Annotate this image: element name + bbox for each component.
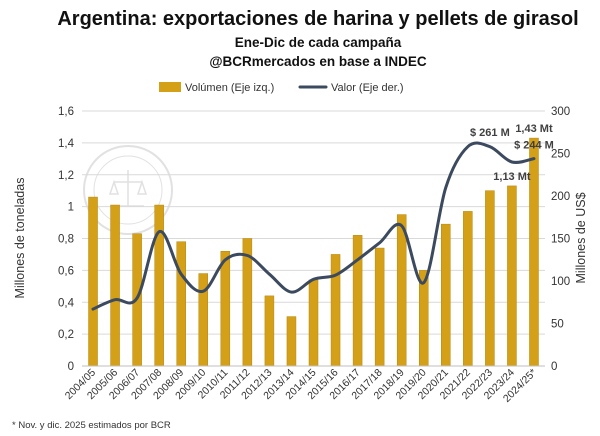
x-axis: 2004/052005/062006/072007/082008/092009/… xyxy=(63,365,545,405)
left-axis: 0 0,2 0,4 0,6 0,8 1 1,2 1,4 1,6 xyxy=(58,106,75,373)
footnote: * Nov. y dic. 2025 estimados por BCR xyxy=(12,420,171,431)
bar-2010/11 xyxy=(220,251,231,367)
y-left-tick-label: 0,4 xyxy=(58,297,75,309)
y-right-tick-label: 150 xyxy=(551,234,570,246)
bar-2017/18 xyxy=(374,247,385,367)
right-axis: 0 50 100 150 200 250 300 xyxy=(551,106,570,373)
y-right-tick-label: 50 xyxy=(551,319,564,331)
bar-2013/14 xyxy=(286,316,297,367)
y-left-tick-label: 0,8 xyxy=(58,234,74,246)
bar-2022/23 xyxy=(485,190,495,367)
legend-line-label: Valor (Eje der.) xyxy=(331,82,404,94)
annotation-label: $ 261 M xyxy=(470,127,510,139)
bar-2005/06 xyxy=(110,204,120,367)
bar-2015/16 xyxy=(330,254,341,367)
y-left-tick-label: 1,4 xyxy=(58,138,75,150)
y-right-tick-label: 100 xyxy=(551,276,570,288)
y-left-tick-label: 0,6 xyxy=(58,265,74,277)
bar-2021/22 xyxy=(463,211,473,367)
legend-bar-label: Volúmen (Eje izq.) xyxy=(185,82,274,94)
bar-2014/15 xyxy=(308,279,319,367)
y-left-tick-label: 0,2 xyxy=(58,329,74,341)
value-line xyxy=(91,141,536,311)
y-right-tick-label: 300 xyxy=(551,106,570,118)
annotation-label: 1,13 Mt xyxy=(493,171,531,183)
annotations: 1,13 Mt 1,43 Mt $ 261 M $ 244 M xyxy=(470,123,554,183)
y-left-tick-label: 0 xyxy=(68,361,74,373)
bar-2018/19 xyxy=(396,214,407,367)
y-left-tick-label: 1,2 xyxy=(58,170,74,182)
value-series-line xyxy=(91,141,536,311)
y-left-tick-label: 1 xyxy=(68,202,74,214)
watermark xyxy=(83,145,173,235)
bar-2023/24 xyxy=(507,185,517,367)
left-axis-title: Millones de toneladas xyxy=(13,178,27,299)
bar-2016/17 xyxy=(352,235,363,367)
y-right-tick-label: 250 xyxy=(551,149,570,161)
bar-2024/25* xyxy=(529,137,539,367)
bar-2020/21 xyxy=(441,223,451,367)
y-left-tick-label: 1,6 xyxy=(58,106,74,118)
y-right-tick-label: 0 xyxy=(551,361,557,373)
bar-2007/08 xyxy=(154,204,164,367)
chart-subtitle: Ene-Dic de cada campaña xyxy=(235,35,402,50)
legend-bar-swatch xyxy=(159,82,181,92)
chart-title: Argentina: exportaciones de harina y pel… xyxy=(57,8,578,30)
volume-bars xyxy=(88,137,539,367)
annotation-label: $ 244 M xyxy=(514,140,554,152)
right-axis-title: Millones de US$ xyxy=(574,192,588,283)
bar-2012/13 xyxy=(264,295,275,367)
chart-source: @BCRmercados en base a INDEC xyxy=(209,54,426,69)
legend: Volúmen (Eje izq.) Valor (Eje der.) xyxy=(159,82,404,94)
bar-2019/20 xyxy=(418,270,429,367)
bar-2008/09 xyxy=(176,241,186,367)
annotation-label: 1,43 Mt xyxy=(515,123,553,135)
y-right-tick-label: 200 xyxy=(551,191,570,203)
bar-2004/05 xyxy=(88,196,98,367)
